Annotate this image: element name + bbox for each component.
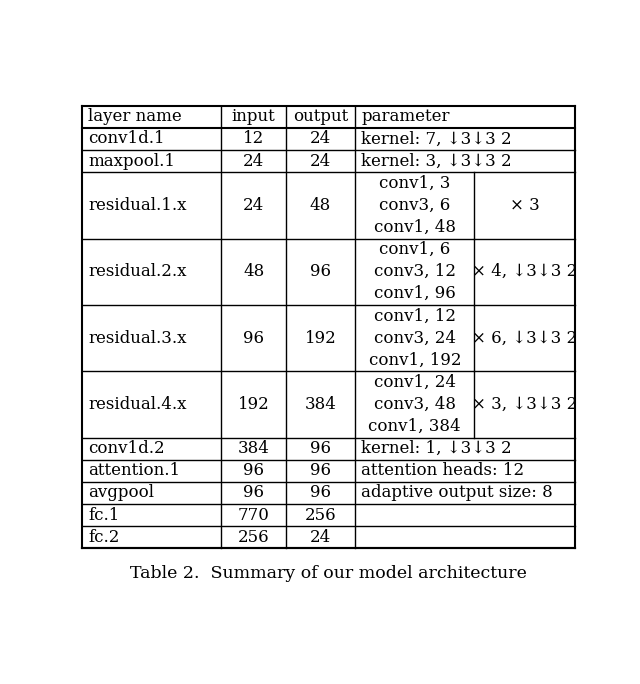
Text: conv3, 24: conv3, 24: [374, 330, 456, 347]
Text: kernel: 7, ↓3↓3 2: kernel: 7, ↓3↓3 2: [361, 131, 512, 148]
Text: 24: 24: [243, 197, 264, 214]
Text: conv1, 12: conv1, 12: [374, 307, 456, 324]
Text: residual.4.x: residual.4.x: [88, 396, 187, 413]
Text: 256: 256: [238, 529, 269, 546]
Text: conv1, 96: conv1, 96: [374, 285, 456, 302]
Text: 96: 96: [243, 462, 264, 479]
Text: 24: 24: [310, 153, 331, 170]
Text: conv3, 6: conv3, 6: [379, 197, 451, 214]
Text: 96: 96: [310, 462, 331, 479]
Text: conv1, 48: conv1, 48: [374, 219, 456, 236]
Text: × 6, ↓3↓3 2: × 6, ↓3↓3 2: [472, 330, 577, 347]
Text: 96: 96: [310, 263, 331, 280]
Text: layer name: layer name: [88, 108, 182, 125]
Text: maxpool.1: maxpool.1: [88, 153, 175, 170]
Text: kernel: 3, ↓3↓3 2: kernel: 3, ↓3↓3 2: [361, 153, 512, 170]
Text: × 3, ↓3↓3 2: × 3, ↓3↓3 2: [472, 396, 577, 413]
Text: residual.2.x: residual.2.x: [88, 263, 187, 280]
Text: 192: 192: [237, 396, 269, 413]
Text: 256: 256: [305, 507, 337, 523]
Text: avgpool: avgpool: [88, 484, 154, 501]
Text: conv1, 384: conv1, 384: [369, 418, 461, 435]
Text: input: input: [232, 108, 275, 125]
Text: conv1d.1: conv1d.1: [88, 131, 165, 148]
Text: 96: 96: [310, 440, 331, 457]
Text: Table 2.  Summary of our model architecture: Table 2. Summary of our model architectu…: [129, 565, 527, 581]
Text: residual.3.x: residual.3.x: [88, 330, 187, 347]
Text: residual.1.x: residual.1.x: [88, 197, 187, 214]
Text: parameter: parameter: [361, 108, 450, 125]
Text: 48: 48: [310, 197, 331, 214]
Text: adaptive output size: 8: adaptive output size: 8: [361, 484, 553, 501]
Text: 24: 24: [243, 153, 264, 170]
Text: 24: 24: [310, 131, 331, 148]
Text: conv3, 12: conv3, 12: [374, 263, 456, 280]
Text: 192: 192: [305, 330, 337, 347]
Text: kernel: 1, ↓3↓3 2: kernel: 1, ↓3↓3 2: [361, 440, 512, 457]
Text: conv3, 48: conv3, 48: [374, 396, 456, 413]
Text: 384: 384: [305, 396, 337, 413]
Text: 12: 12: [243, 131, 264, 148]
Text: attention heads: 12: attention heads: 12: [361, 462, 524, 479]
Text: attention.1: attention.1: [88, 462, 180, 479]
Text: conv1, 24: conv1, 24: [374, 373, 456, 391]
Text: 96: 96: [310, 484, 331, 501]
Text: 96: 96: [243, 330, 264, 347]
Text: 770: 770: [237, 507, 269, 523]
Text: conv1, 3: conv1, 3: [379, 174, 451, 192]
Text: conv1, 6: conv1, 6: [379, 241, 451, 258]
Text: 384: 384: [237, 440, 269, 457]
Text: × 4, ↓3↓3 2: × 4, ↓3↓3 2: [472, 263, 577, 280]
Text: fc.1: fc.1: [88, 507, 120, 523]
Text: 48: 48: [243, 263, 264, 280]
Text: fc.2: fc.2: [88, 529, 120, 546]
Text: conv1, 192: conv1, 192: [369, 352, 461, 369]
Text: conv1d.2: conv1d.2: [88, 440, 165, 457]
Text: × 3: × 3: [510, 197, 540, 214]
Text: output: output: [293, 108, 348, 125]
Text: 96: 96: [243, 484, 264, 501]
Text: 24: 24: [310, 529, 331, 546]
